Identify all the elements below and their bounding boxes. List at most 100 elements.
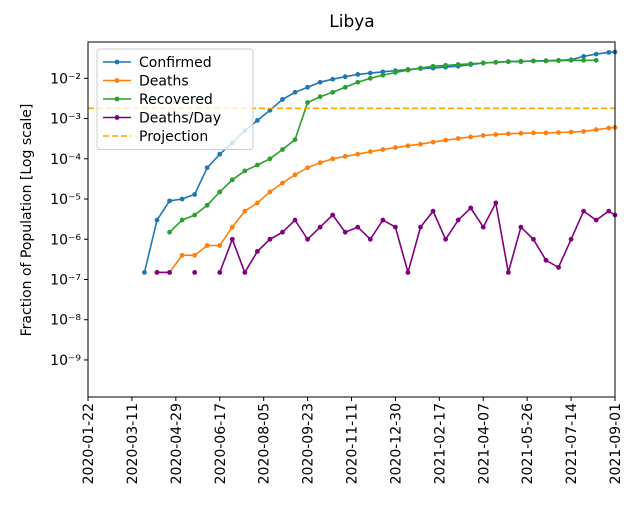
series-point [455,62,461,67]
series-point [254,162,260,168]
series-point [418,141,423,147]
series-point [455,136,461,141]
series-point [280,229,285,235]
series-point [531,130,536,136]
series-point [317,224,323,230]
y-tick-label: 10⁻⁵ [50,192,81,208]
series-point [556,58,561,64]
x-tick-label: 2021-09-01 [608,403,624,484]
x-tick-label: 2020-11-11 [345,403,361,484]
series-point [229,236,235,242]
series-point [367,70,373,76]
series-point [280,96,285,102]
legend-label: Deaths [139,74,189,90]
series-point [430,139,436,145]
series-point [317,94,323,100]
series-point [518,224,524,230]
legend-label: Projection [139,129,208,145]
series-point [317,79,323,85]
x-tick-label: 2020-03-11 [125,403,141,484]
series-point [254,200,260,206]
series-point [355,224,361,230]
series-point [593,57,599,63]
series-point [292,137,298,143]
x-tick-label: 2020-12-30 [388,403,404,484]
series-point [543,58,549,64]
series-point [493,132,499,137]
series-point [154,270,160,275]
series-point [380,217,386,223]
series-point [367,236,373,242]
series-point [430,208,436,214]
series-point [518,130,524,136]
series-point [254,118,260,123]
series-point [468,134,474,140]
series-point [380,72,386,78]
y-tick-label: 10⁻⁴ [50,152,81,168]
series-point [581,208,587,214]
series-point [167,270,172,275]
series-point [606,50,612,55]
series-point [342,229,348,235]
series-point [242,168,248,174]
series-point [493,200,499,206]
legend-marker [114,59,120,65]
series-point [380,69,386,75]
series-point [543,130,549,136]
x-tick-label: 2020-06-17 [213,403,229,484]
series-point [568,129,574,135]
y-tick-label: 10⁻⁶ [50,232,81,248]
legend-marker [114,96,120,102]
series-point [531,236,536,242]
series-point [405,67,411,73]
series-point [204,202,210,208]
series-point [292,89,298,95]
series-point [367,75,373,81]
series-point [581,57,587,63]
series-point [418,65,423,71]
series-point [192,212,198,218]
legend-box [96,48,254,150]
series-point [380,147,386,152]
series-point [443,137,449,143]
series-point [468,205,474,211]
series-point [430,63,436,69]
series-point [179,217,185,223]
series-point [342,84,348,90]
series-point [330,89,336,95]
series-point [154,217,160,223]
series-point [443,62,449,68]
series-point [192,192,198,197]
legend-label: Deaths/Day [139,111,221,127]
series-point [568,57,574,63]
x-tick-label: 2021-07-14 [564,403,580,484]
series-point [204,165,210,171]
series-point [305,165,310,171]
series-point [505,131,511,137]
series-point [142,270,147,275]
series-point [355,72,361,77]
series-point [229,177,235,183]
series-point [179,252,185,258]
series-point [493,59,499,65]
legend-marker [114,115,120,120]
series-point [305,84,310,90]
series-point [480,133,486,138]
series-point [267,107,273,113]
series-point [280,180,285,186]
x-tick-label: 2020-01-22 [81,403,97,484]
series-point [606,125,612,131]
y-tick-label: 10⁻³ [50,112,81,128]
series-point [217,243,223,248]
y-tick-label: 10⁻⁸ [50,313,81,329]
series-point [418,224,423,230]
y-axis-label: Fraction of Population [Log scale] [19,104,35,337]
series-point [543,257,549,263]
series-point [480,224,486,230]
series-point [167,229,172,235]
chart-title: Libya [329,12,374,32]
y-tick-label: 10⁻⁹ [50,353,81,369]
series-point [505,270,511,275]
series-point [217,189,223,195]
